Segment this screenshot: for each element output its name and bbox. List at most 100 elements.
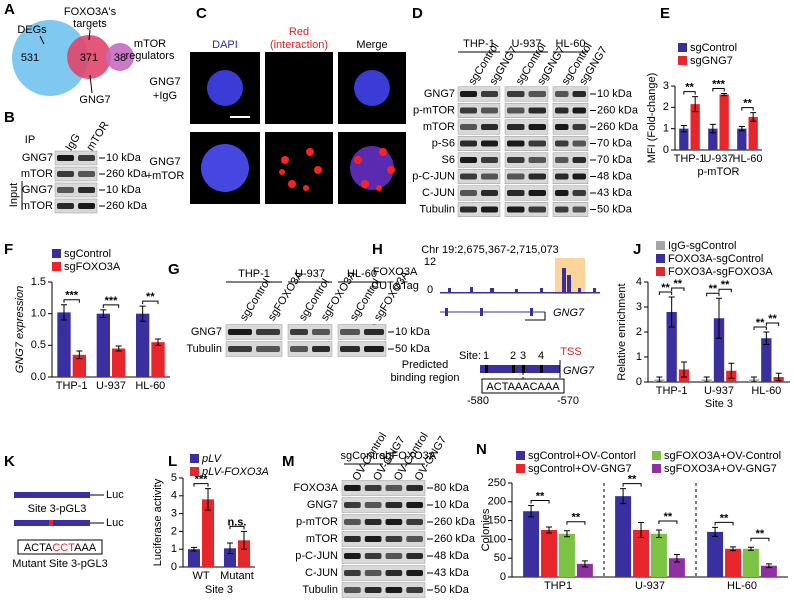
- blot-strip: [341, 497, 426, 513]
- error-bar: [205, 488, 212, 511]
- region-bar: [480, 365, 560, 373]
- blot-band: [364, 587, 382, 593]
- significance-label: **: [720, 512, 729, 524]
- site-marks: [485, 365, 543, 373]
- coordinate: -580: [467, 395, 489, 407]
- blot-band: [406, 485, 423, 491]
- significance-label: **: [628, 474, 637, 486]
- ip-label: IP: [25, 134, 35, 146]
- significance-label: **: [756, 317, 765, 329]
- x-axis-label: p-mTOR: [698, 166, 740, 178]
- legend-label: sgControl: [64, 248, 111, 260]
- image: [265, 52, 333, 124]
- column-header: Merge: [356, 39, 387, 51]
- size-label: 260 kDa: [106, 200, 148, 212]
- blot-band: [555, 91, 569, 97]
- bar: [202, 499, 215, 567]
- y-tick-label: 1: [663, 123, 669, 135]
- significance-label: **: [664, 511, 673, 523]
- bar: [668, 558, 685, 577]
- size-label: 10 kDa: [106, 184, 142, 196]
- blot-band: [460, 173, 477, 180]
- blot-strip: [337, 341, 387, 357]
- size-label: 48 kDa: [597, 170, 633, 182]
- blot-band: [344, 536, 361, 542]
- blot-row-label: FOXO3A: [293, 482, 338, 494]
- bar: [57, 312, 71, 377]
- blot-band: [228, 329, 252, 335]
- blot-band: [340, 346, 360, 352]
- x-tick-label: U-937: [704, 153, 734, 165]
- panel-letter: N: [476, 441, 487, 458]
- bar: [679, 128, 689, 150]
- blot-row-label: GNG7: [191, 326, 222, 338]
- region-label: binding region: [390, 372, 459, 384]
- error-bar: [60, 304, 67, 321]
- blot-strip: [341, 548, 426, 564]
- y-axis-label: GNG7 expression: [14, 286, 26, 373]
- size-label: 70 kDa: [597, 154, 633, 166]
- legend-swatch: [516, 451, 525, 460]
- blot-band: [481, 206, 498, 213]
- legend-label: FOXO3A-sgControl: [668, 253, 763, 265]
- row-label: +mTOR: [146, 170, 185, 182]
- bar: [151, 342, 165, 377]
- blot-strip: [552, 152, 589, 168]
- blot-strip: [54, 182, 98, 198]
- blot-band: [481, 173, 498, 180]
- construct-label: Site 3-pGL3: [28, 503, 87, 515]
- error-bar: [115, 345, 122, 352]
- cell-line-label: HL-60: [347, 268, 377, 280]
- site-number: 4: [538, 350, 544, 362]
- x-tick-label: THP-1: [56, 380, 88, 392]
- legend-swatch: [52, 262, 61, 271]
- error-bar: [241, 530, 248, 550]
- error-bar: [738, 126, 745, 132]
- significance-label: **: [661, 282, 670, 294]
- venn-label: GNG7: [79, 94, 110, 106]
- track-scale: 0: [427, 284, 433, 296]
- significance-label: **: [743, 98, 752, 110]
- legend-label: sgGNG7: [690, 55, 733, 67]
- gene-label: GNG7: [563, 365, 595, 377]
- size-label: 50 kDa: [395, 343, 431, 355]
- blot-row-label: Tubulin: [302, 584, 338, 596]
- blot-band: [57, 187, 74, 193]
- blot-band: [572, 107, 586, 114]
- blot-band: [344, 485, 361, 491]
- blot-strip: [504, 103, 549, 118]
- blot-strip: [504, 86, 549, 102]
- error-bar: [750, 112, 757, 122]
- blot-band: [385, 502, 403, 508]
- blot-strip: [504, 152, 549, 168]
- significance-label: **: [756, 528, 765, 540]
- blot-band: [528, 140, 546, 147]
- y-tick-label: 1.5: [31, 276, 46, 288]
- blot-band: [555, 107, 569, 114]
- row-label: GNG7: [149, 76, 180, 88]
- nucleus: [207, 70, 243, 106]
- size-label: 48 kDa: [434, 550, 470, 562]
- blot-strip: [457, 119, 501, 135]
- blot-row-label: mTOR: [306, 533, 338, 545]
- bar: [615, 496, 632, 577]
- blot-band: [555, 140, 569, 147]
- x-tick-label: HL-60: [751, 385, 781, 397]
- error-bar: [728, 362, 735, 379]
- size-label: 10 kDa: [434, 499, 470, 511]
- error-bar: [528, 505, 535, 518]
- blot-strip: [341, 514, 426, 530]
- blot-band: [528, 157, 546, 163]
- y-tick-label: 4: [636, 276, 642, 288]
- blot-band: [385, 553, 403, 559]
- legend-swatch: [656, 267, 665, 276]
- panel-letter: K: [4, 453, 15, 470]
- bar: [523, 511, 540, 577]
- blot-row-label: p-mTOR: [296, 516, 338, 528]
- error-bar: [730, 546, 737, 552]
- size-label: 260 kDa: [106, 168, 148, 180]
- blot-strip: [54, 198, 98, 214]
- panel-letter: C: [196, 5, 207, 22]
- size-label: 43 kDa: [434, 567, 470, 579]
- blot-row-label: Tubulin: [419, 203, 455, 215]
